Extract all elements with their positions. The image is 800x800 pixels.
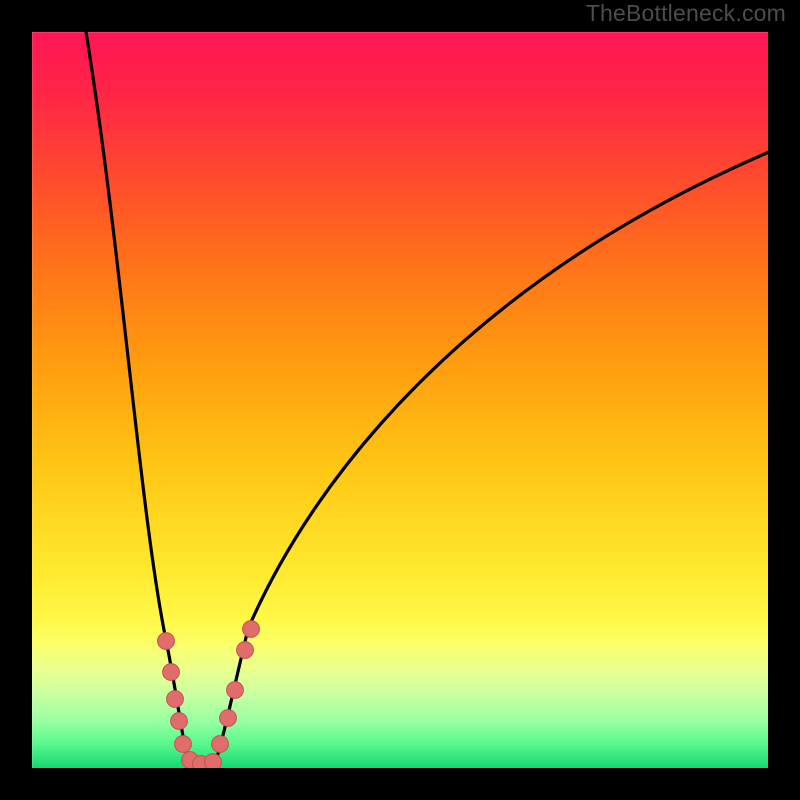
curve-marker [243,621,260,638]
plot-border [16,16,784,784]
curve-marker [212,736,229,753]
curve-marker [175,736,192,753]
curve-marker [167,691,184,708]
bottleneck-curve [86,32,769,766]
curve-marker [220,710,237,727]
plot-svg-layer [0,0,800,800]
curve-marker [227,682,244,699]
curve-marker [163,664,180,681]
curve-marker [205,754,222,771]
curve-marker [158,633,175,650]
curve-markers [158,621,260,773]
watermark-text: TheBottleneck.com [586,0,786,27]
curve-marker [237,642,254,659]
curve-marker [171,713,188,730]
